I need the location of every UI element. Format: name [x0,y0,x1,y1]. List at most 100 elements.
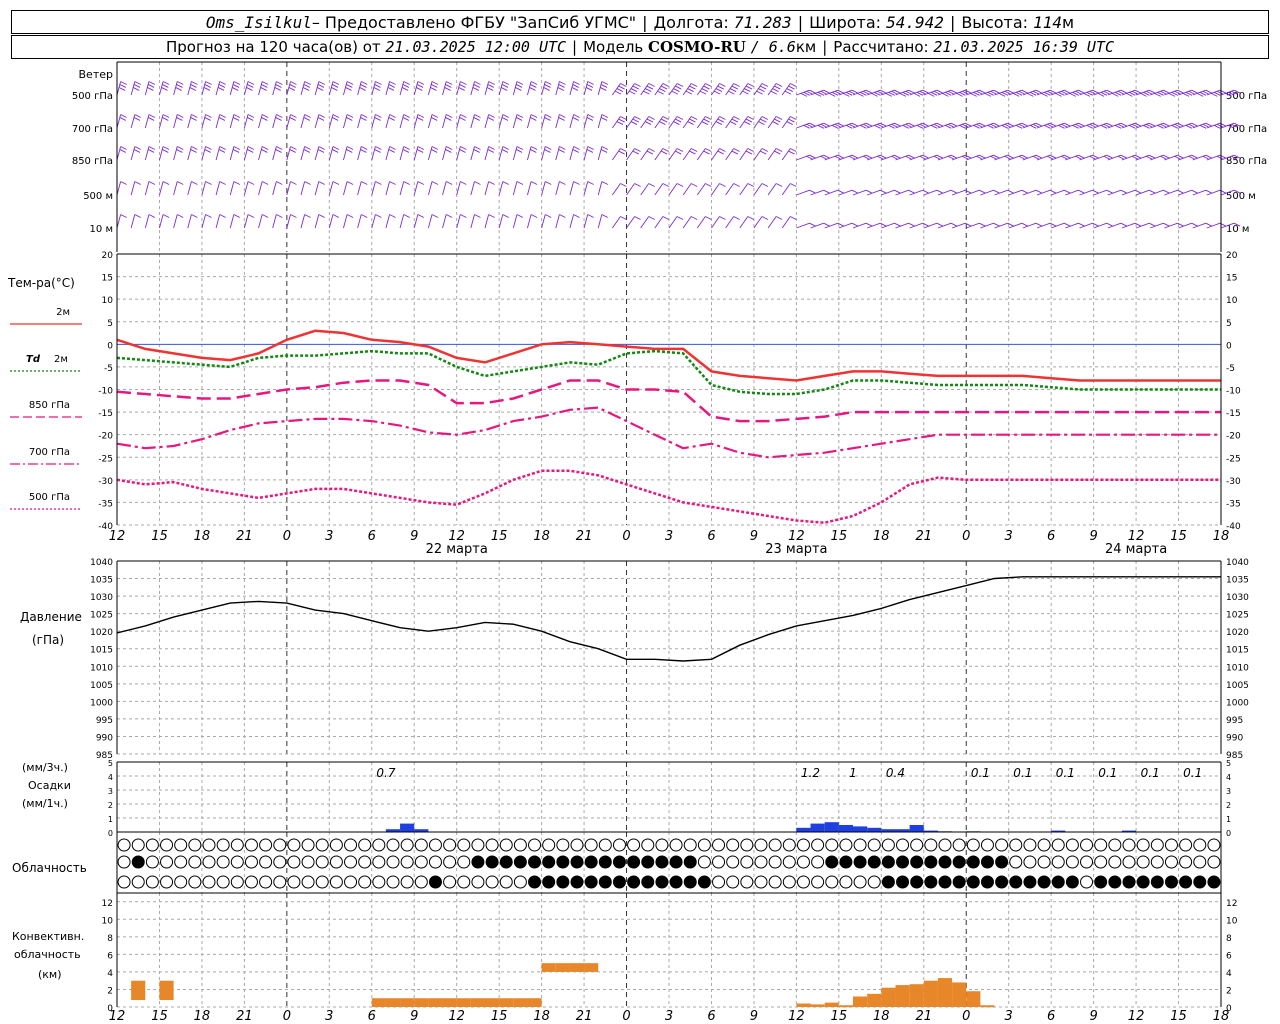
cloud-symbol [542,875,556,889]
wind-barb [980,154,1000,161]
wind-barb-staff [966,222,980,229]
wind-barb [739,183,755,196]
wind-barb-flag [304,146,311,150]
time-tick-label-bottom: 15 [491,1009,508,1024]
cloud-symbol [1179,838,1193,852]
wind-barb [852,89,873,97]
wind-barb-flag [823,189,830,194]
wind-barb-flag [993,89,1000,94]
wind-barb [1008,154,1029,161]
wind-barb-flag [445,84,452,88]
precip-bar [838,825,853,832]
wind-barb-flag [1120,122,1128,127]
wind-barb-staff [895,89,909,96]
wind-barb-flag [685,90,693,95]
cloud-symbol [1009,838,1023,852]
wind-barb-staff [427,114,433,129]
wind-barb-flag [717,118,724,123]
cloud-symbol [145,875,159,889]
wind-barb-staff [951,222,966,229]
cloud-symbol [669,838,683,852]
wind-barb-flag [346,146,354,150]
wind-barb [1220,154,1241,161]
cloud-symbol [754,838,768,852]
wind-barb-staff [725,183,735,196]
wind-barb [314,81,325,96]
wind-barb [243,114,255,129]
pressure-tick-right: 1000 [1226,698,1249,708]
wind-barb [470,181,481,196]
wind-barb-staff [399,81,405,96]
wind-barb [243,181,255,196]
wind-barb-staff [1164,154,1178,161]
wind-barb-staff [767,83,777,96]
wind-barb [116,214,127,229]
wind-barb-flag [1078,154,1085,159]
wind-barb [527,214,538,229]
wind-barb-flag [1233,222,1241,227]
wind-barb [201,181,212,196]
wind-barb-flag [191,114,198,118]
wind-barb [640,148,655,161]
wind-barb [385,114,396,129]
wind-barb-flag [1199,91,1207,96]
wind-barb-flag [1021,154,1029,159]
wind-barb-staff [626,83,635,96]
wind-barb-flag [1163,189,1170,194]
cloud-symbol [513,875,527,889]
wind-barb-staff [427,181,433,196]
convective-bar [909,984,924,1007]
wind-barb-staff [824,89,839,96]
wind-barb-flag [632,118,640,123]
wind-barb-flag [417,214,425,218]
cloud-symbol [1122,838,1136,852]
wind-barb-flag [1163,122,1170,127]
wind-barb [626,183,641,196]
pressure-line [116,576,1221,662]
wind-barb-flag [431,81,439,85]
wind-barb [640,183,655,196]
time-tick-label-bottom: 9 [750,1009,758,1024]
wind-barb-flag [922,89,929,94]
wind-barb [866,189,887,196]
precip-unit-3h: (мм/3ч.) [22,761,68,774]
wind-barb [739,216,755,229]
wind-barb-flag [790,183,797,187]
conv-tick-right: 10 [1226,916,1238,926]
wind-barb-flag [747,116,755,120]
wind-barb-flag [1188,90,1196,95]
wind-barb-staff [371,146,376,161]
wind-barb-staff [597,214,603,229]
wind-barb [1022,222,1043,229]
wind-barb-staff [357,181,362,196]
wind-barb-staff [626,183,635,196]
wind-barb-staff [272,146,277,161]
wind-barb-flag [148,181,156,185]
temp-tick-right: 20 [1226,251,1238,261]
wind-barb-flag [1174,155,1181,160]
wind-barb-flag [660,85,668,90]
wind-barb [343,146,354,161]
wind-barb [682,183,698,196]
cloud-symbol [344,838,358,852]
wind-barb-flag [908,154,915,159]
wind-barb-flag [1233,122,1241,127]
wind-barb-flag [1078,222,1085,227]
wind-barb-staff [187,81,192,96]
cloud-symbol [966,855,980,869]
wind-barb-staff [1220,89,1235,96]
wind-barb [612,116,627,129]
wind-barb-flag [1188,155,1196,160]
wind-barb-flag [731,150,739,155]
wind-barb-flag [1146,123,1153,128]
wind-barb-flag [445,214,453,218]
pressure-tick-left: 1010 [90,663,113,673]
pressure-tick-left: 1000 [90,698,113,708]
wind-barb-flag [601,181,609,185]
wind-barb-flag [1205,89,1213,94]
convective-bar [527,998,542,1007]
wind-barb-flag [644,88,652,92]
wind-barb-flag [729,88,737,92]
wind-barb-flag [705,148,712,152]
precip-bar [1051,830,1066,832]
